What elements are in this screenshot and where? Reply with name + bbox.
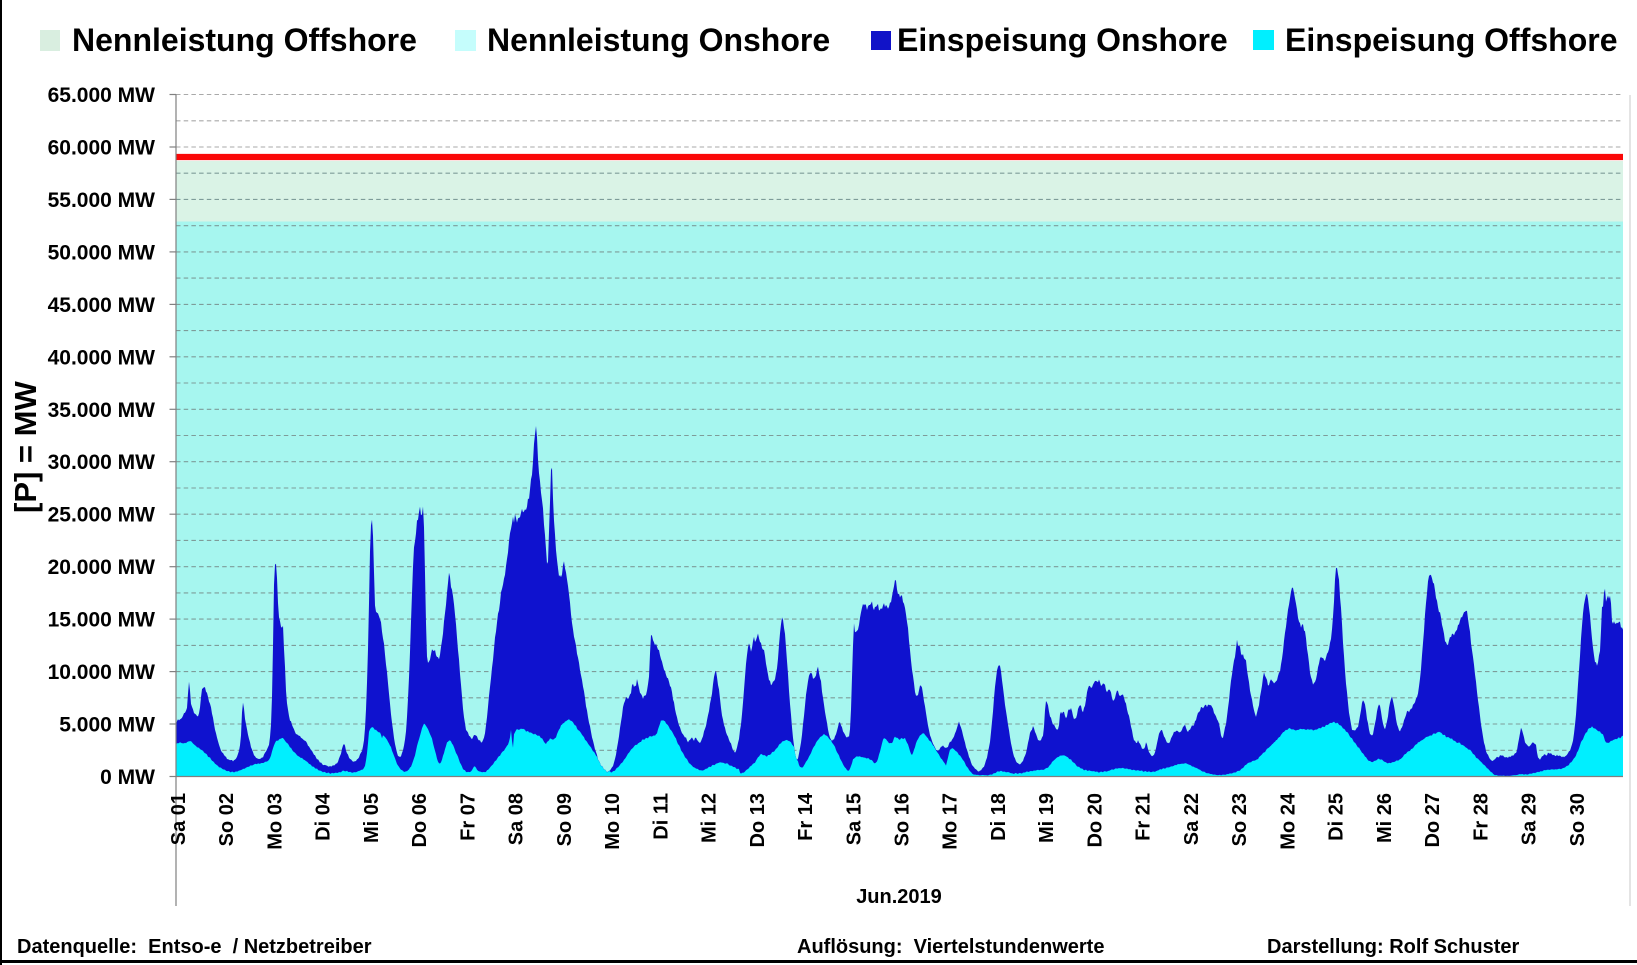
svg-text:Di 11: Di 11: [650, 793, 672, 840]
svg-text:Fr 21: Fr 21: [1133, 793, 1155, 841]
svg-text:10.000 MW: 10.000 MW: [48, 661, 156, 684]
svg-text:60.000 MW: 60.000 MW: [48, 137, 156, 160]
svg-text:0 MW: 0 MW: [100, 766, 155, 789]
svg-text:Di 18: Di 18: [988, 793, 1010, 841]
svg-text:So 02: So 02: [216, 793, 238, 846]
svg-text:Fr 07: Fr 07: [457, 793, 479, 841]
svg-text:So 30: So 30: [1567, 793, 1589, 846]
svg-text:Sa 29: Sa 29: [1519, 793, 1541, 845]
svg-text:Di 04: Di 04: [313, 792, 335, 841]
svg-text:Di 25: Di 25: [1326, 793, 1348, 841]
svg-text:20.000 MW: 20.000 MW: [48, 556, 156, 579]
svg-text:Fr 28: Fr 28: [1470, 793, 1492, 841]
svg-text:[P] = MW: [P] = MW: [8, 381, 43, 513]
svg-text:30.000 MW: 30.000 MW: [48, 451, 156, 474]
svg-text:Mi 05: Mi 05: [361, 793, 383, 843]
svg-text:Mo 24: Mo 24: [1277, 792, 1299, 850]
svg-text:Do 20: Do 20: [1084, 793, 1106, 847]
svg-text:Sa 15: Sa 15: [843, 793, 865, 845]
svg-text:50.000 MW: 50.000 MW: [48, 241, 156, 264]
svg-text:Mi 12: Mi 12: [699, 793, 721, 843]
svg-text:35.000 MW: 35.000 MW: [48, 399, 156, 422]
svg-text:Do 27: Do 27: [1422, 793, 1444, 847]
svg-text:Do 13: Do 13: [747, 793, 769, 847]
svg-text:Sa 08: Sa 08: [506, 793, 528, 845]
svg-text:Do 06: Do 06: [409, 793, 431, 847]
svg-text:Sa 01: Sa 01: [168, 793, 190, 845]
svg-text:40.000 MW: 40.000 MW: [48, 346, 156, 369]
svg-text:65.000 MW: 65.000 MW: [48, 84, 156, 107]
svg-text:Fr 14: Fr 14: [795, 792, 817, 841]
svg-text:45.000 MW: 45.000 MW: [48, 294, 156, 317]
svg-text:So 16: So 16: [892, 793, 914, 846]
svg-text:Mo 03: Mo 03: [265, 793, 287, 850]
svg-text:Mo 17: Mo 17: [940, 793, 962, 850]
svg-text:Jun.2019: Jun.2019: [856, 886, 942, 908]
svg-text:Mi 19: Mi 19: [1036, 793, 1058, 843]
svg-text:So 09: So 09: [554, 793, 576, 846]
svg-text:So 23: So 23: [1229, 793, 1251, 846]
svg-text:5.000 MW: 5.000 MW: [59, 714, 155, 737]
svg-text:25.000 MW: 25.000 MW: [48, 504, 156, 527]
svg-text:Mi 26: Mi 26: [1374, 793, 1396, 843]
svg-text:15.000 MW: 15.000 MW: [48, 609, 156, 632]
svg-text:Mo 10: Mo 10: [602, 793, 624, 850]
svg-text:Sa 22: Sa 22: [1181, 793, 1203, 845]
svg-text:55.000 MW: 55.000 MW: [48, 189, 156, 212]
